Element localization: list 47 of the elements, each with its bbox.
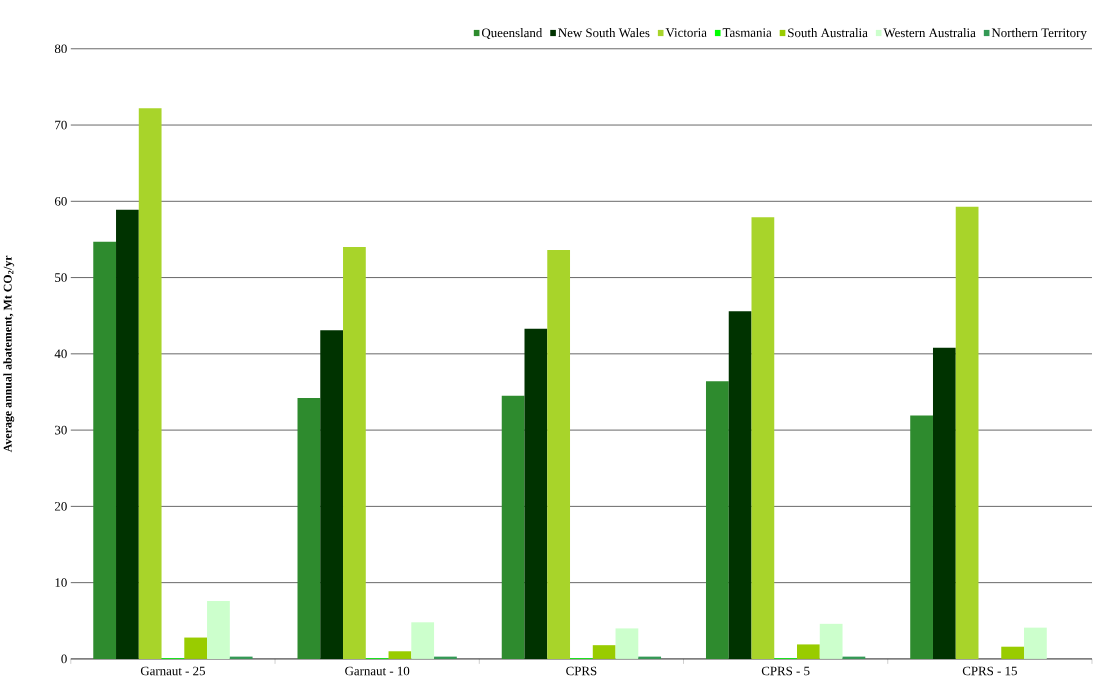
legend-label: South Australia — [788, 28, 868, 38]
y-tick-label: 70 — [55, 120, 67, 130]
bar — [207, 601, 230, 660]
bar — [524, 328, 548, 660]
bar — [910, 415, 933, 660]
bar — [184, 637, 208, 660]
y-tick-label: 30 — [55, 425, 67, 435]
bar — [797, 644, 820, 660]
bar — [1024, 627, 1047, 660]
bar — [501, 395, 525, 660]
legend-label: Queensland — [481, 28, 543, 40]
legend-label: Western Australia — [883, 28, 976, 38]
y-tick-label: 80 — [54, 44, 67, 54]
y-tick-label: 40 — [54, 349, 67, 359]
legend-label: Victoria — [665, 28, 707, 38]
legend-label: Northern Territory — [991, 28, 1087, 40]
x-tick-label: CPRS — [566, 666, 597, 676]
y-tick-label: 10 — [55, 578, 67, 588]
legend-label: Tasmania — [722, 28, 772, 38]
bar — [592, 645, 616, 660]
bar — [320, 330, 344, 660]
y-axis-title: Average annual abatement, Mt CO$_{2}$/yr — [3, 255, 15, 453]
x-tick-label: CPRS - 5 — [761, 666, 810, 676]
bar — [615, 628, 639, 660]
bar — [116, 209, 139, 660]
y-tick-label: 60 — [54, 197, 67, 206]
legend-label: New South Wales — [558, 28, 650, 38]
x-tick-label: Garnaut - 10 — [345, 666, 410, 676]
bar — [1001, 646, 1025, 660]
bar — [932, 347, 956, 660]
bar — [343, 247, 366, 660]
bar — [297, 398, 321, 660]
bar — [388, 651, 412, 660]
bar — [93, 241, 117, 660]
bar — [728, 311, 752, 660]
bar — [751, 217, 775, 660]
bar — [819, 623, 843, 660]
bar — [705, 381, 729, 660]
y-tick-label: 20 — [54, 502, 67, 511]
bar — [138, 108, 162, 660]
bar — [411, 622, 435, 660]
y-tick-label: 50 — [55, 273, 67, 283]
x-tick-label: Garnaut - 25 — [140, 666, 205, 676]
y-tick-label: 0 — [61, 654, 67, 664]
bar — [547, 250, 571, 660]
bar — [955, 206, 979, 660]
x-tick-label: CPRS - 15 — [962, 666, 1017, 676]
